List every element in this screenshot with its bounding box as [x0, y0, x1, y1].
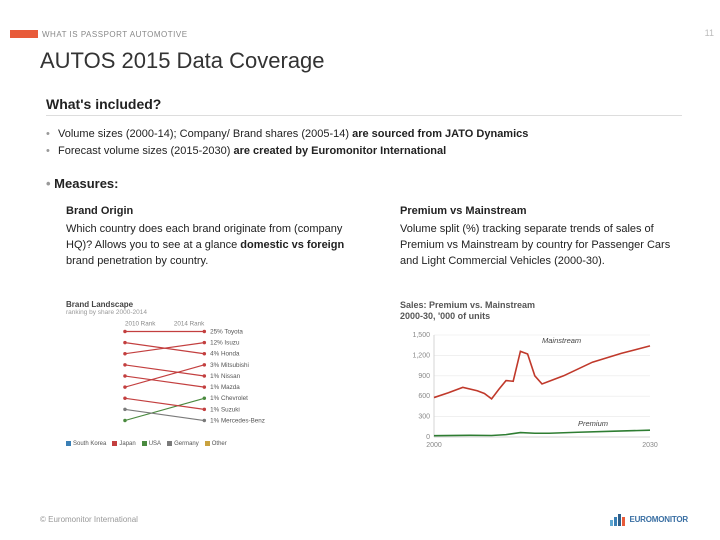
logo-text: EUROMONITOR [629, 515, 688, 524]
chart2-title-line2: 2000-30, '000 of units [400, 311, 490, 321]
bullet-1: Volume sizes (2000-14); Company/ Brand s… [46, 126, 686, 143]
svg-text:1% Suzuki: 1% Suzuki [210, 406, 240, 413]
bullet-1-bold: are sourced from JATO Dynamics [352, 128, 528, 140]
svg-text:2010 Rank: 2010 Rank [125, 321, 156, 328]
svg-text:Mainstream: Mainstream [542, 336, 581, 345]
chart1-subtitle: ranking by share 2000-2014 [66, 309, 362, 316]
chart2-title: Sales: Premium vs. Mainstream 2000-30, '… [400, 300, 658, 322]
measure-premium-mainstream: Premium vs Mainstream Volume split (%) t… [400, 204, 680, 270]
bullet-2: Forecast volume sizes (2015-2030) are cr… [46, 143, 686, 160]
svg-text:2014 Rank: 2014 Rank [174, 321, 205, 328]
premium-mainstream-title: Premium vs Mainstream [400, 204, 680, 220]
brand-origin-title: Brand Origin [66, 204, 346, 220]
svg-text:25% Toyota: 25% Toyota [210, 328, 243, 335]
measures-heading: Measures: [46, 176, 118, 191]
bullet-2-pre: Forecast volume sizes (2015-2030) [58, 145, 233, 157]
svg-text:1% Mercedes-Benz: 1% Mercedes-Benz [210, 417, 265, 424]
chart2-title-line1: Sales: Premium vs. Mainstream [400, 300, 535, 310]
bullet-2-bold: are created by Euromonitor International [233, 145, 446, 157]
brand-landscape-chart: Brand Landscape ranking by share 2000-20… [66, 300, 362, 462]
svg-text:2030: 2030 [642, 442, 658, 449]
premium-vs-mainstream-chart: Sales: Premium vs. Mainstream 2000-30, '… [400, 300, 658, 462]
bullet-1-pre: Volume sizes (2000-14); Company/ Brand s… [58, 128, 352, 140]
svg-text:1,500: 1,500 [412, 332, 430, 339]
svg-text:2000: 2000 [426, 442, 442, 449]
svg-text:3% Mitsubishi: 3% Mitsubishi [210, 362, 249, 369]
euromonitor-logo: EUROMONITOR [610, 514, 688, 526]
brand-origin-body-post: brand penetration by country. [66, 255, 208, 267]
svg-text:12% Isuzu: 12% Isuzu [210, 340, 240, 347]
chart1-svg: 2010 Rank 2014 Rank 25% Toyota 12% Isuzu 4% … [66, 316, 362, 436]
brand-origin-body: Which country does each brand originate … [66, 222, 346, 270]
svg-text:1,200: 1,200 [412, 352, 430, 359]
svg-text:4% Honda: 4% Honda [210, 351, 240, 358]
svg-text:1% Nissan: 1% Nissan [210, 373, 241, 380]
svg-text:1% Chevrolet: 1% Chevrolet [210, 395, 248, 402]
eyebrow-accent-bar [10, 30, 38, 38]
eyebrow-text: WHAT IS PASSPORT AUTOMOTIVE [42, 30, 188, 39]
svg-text:300: 300 [418, 413, 430, 420]
premium-mainstream-body: Volume split (%) tracking separate trend… [400, 222, 680, 270]
measure-brand-origin: Brand Origin Which country does each bra… [66, 204, 346, 270]
section-subhead: What's included? [46, 96, 682, 116]
copyright: © Euromonitor International [40, 515, 138, 524]
chart2-svg: 0 300 600 900 1,200 1,500 2000 2030 Mainstream Pr… [400, 322, 658, 452]
svg-text:900: 900 [418, 372, 430, 379]
chart1-legend: South KoreaJapanUSAGermanyOther [66, 441, 362, 447]
chart1-title: Brand Landscape [66, 300, 362, 309]
logo-bars-icon [610, 514, 626, 526]
svg-text:1% Mazda: 1% Mazda [210, 384, 240, 391]
svg-text:600: 600 [418, 393, 430, 400]
page-number: 11 [705, 28, 714, 38]
brand-origin-body-bold: domestic vs foreign [240, 239, 344, 251]
included-bullets: Volume sizes (2000-14); Company/ Brand s… [46, 126, 686, 159]
svg-text:Premium: Premium [578, 419, 608, 428]
page-title: AUTOS 2015 Data Coverage [40, 48, 325, 74]
svg-text:0: 0 [426, 434, 430, 441]
